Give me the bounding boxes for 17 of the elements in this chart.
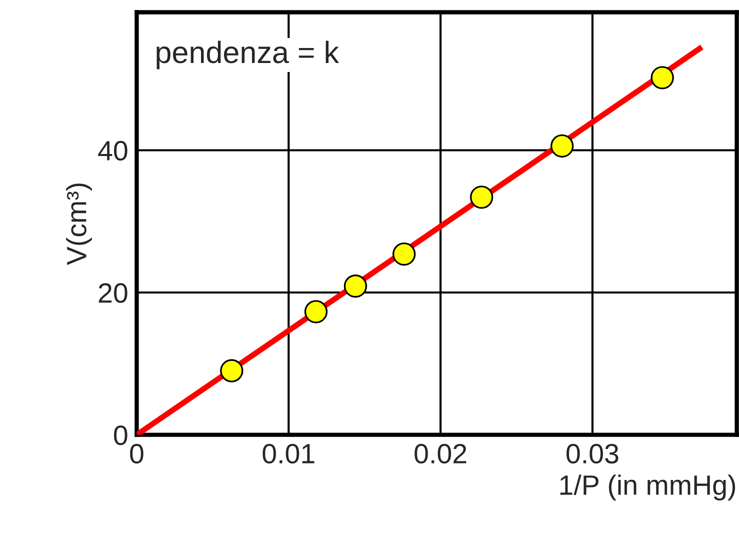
y-tick-label: 20 (98, 283, 128, 303)
y-axis-title: V(cm³) (66, 184, 92, 266)
annotation: pendenza = k (156, 40, 340, 70)
x-tick-label: 0.03 (566, 444, 618, 464)
point (392, 242, 416, 266)
x-tick-label: 0.01 (262, 444, 314, 464)
point (550, 134, 574, 158)
point (344, 274, 368, 298)
x-axis-title: 1/P (in mmHg) (560, 474, 736, 500)
x-tick-label: 0.02 (414, 444, 466, 464)
y-tick-label: 40 (98, 140, 128, 161)
point (304, 300, 328, 324)
point (470, 186, 494, 209)
x-tick-label: 0 (130, 444, 144, 464)
y-tick-label: 0 (114, 425, 128, 446)
point (650, 66, 674, 90)
point (220, 359, 244, 382)
